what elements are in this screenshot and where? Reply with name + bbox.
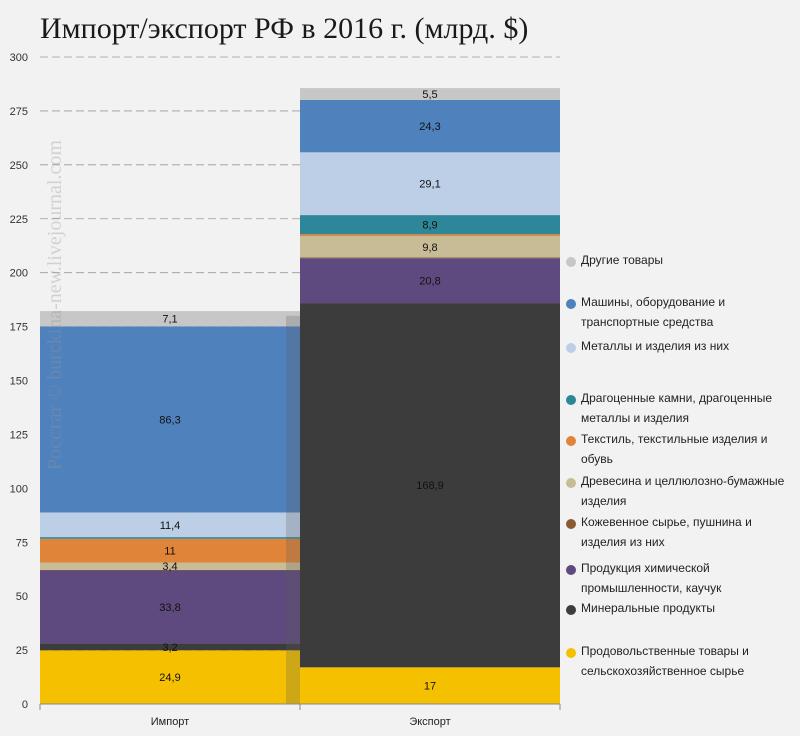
legend-item: Драгоценные камни, драгоценные металлы и… <box>566 391 796 428</box>
data-label: 7,1 <box>162 314 177 326</box>
data-label: 33,8 <box>159 602 180 614</box>
bar-segment <box>40 311 300 327</box>
legend-label: Древесина и целлюлозно-бумажные изделия <box>581 474 785 508</box>
y-tick-label: 200 <box>10 268 28 280</box>
bar-segment <box>40 562 300 570</box>
legend-label: Текстиль, текстильные изделия и обувь <box>581 432 768 466</box>
bar-segment <box>40 512 300 538</box>
legend-swatch <box>566 257 576 267</box>
legend-label: Минеральные продукты <box>581 601 715 615</box>
bar-segment <box>40 537 300 539</box>
legend-swatch <box>566 436 576 446</box>
data-label: 8,9 <box>422 220 437 232</box>
data-label: 20,8 <box>419 276 440 288</box>
bar-segment <box>40 538 300 563</box>
x-tick-label: Экспорт <box>409 716 450 728</box>
y-tick-label: 125 <box>10 429 28 441</box>
legend-swatch <box>566 299 576 309</box>
data-label: 24,3 <box>419 121 440 133</box>
watermark: Росстат © burckina-new.livejournal.com <box>44 140 66 470</box>
legend-item: Текстиль, текстильные изделия и обувь <box>566 432 796 469</box>
bar-segment <box>40 326 300 513</box>
legend-item: Металлы и изделия из них <box>566 339 796 356</box>
y-tick-label: 225 <box>10 214 28 226</box>
legend-swatch <box>566 605 576 615</box>
legend-swatch <box>566 478 576 488</box>
y-tick-label: 50 <box>16 591 28 603</box>
legend-label: Другие товары <box>581 253 664 267</box>
data-label: 11 <box>164 546 175 558</box>
legend-swatch <box>566 565 576 575</box>
legend-swatch <box>566 519 576 529</box>
legend-item: Машины, оборудование и транспортные сред… <box>566 295 796 332</box>
bar-segment <box>300 257 560 259</box>
legend-item: Кожевенное сырье, пушнина и изделия из н… <box>566 515 796 552</box>
legend-label: Драгоценные камни, драгоценные металлы и… <box>581 391 773 425</box>
bar-segment <box>300 667 560 704</box>
y-tick-label: 150 <box>10 376 28 388</box>
data-label: 9,8 <box>422 242 437 254</box>
data-label: 5,5 <box>422 89 437 101</box>
legend-label: Продукция химической промышленности, кау… <box>581 561 722 595</box>
bar-segment <box>300 99 560 153</box>
data-label: 29,1 <box>419 179 440 191</box>
chart-title: Импорт/экспорт РФ в 2016 г. (млрд. $) <box>40 12 529 45</box>
data-label: 168,9 <box>416 480 444 492</box>
y-tick-label: 250 <box>10 160 28 172</box>
data-label: 24,9 <box>159 672 180 684</box>
legend-item: Другие товары <box>566 253 796 270</box>
legend-item: Продукция химической промышленности, кау… <box>566 561 796 598</box>
y-tick-label: 75 <box>16 537 28 549</box>
legend-label: Кожевенное сырье, пушнина и изделия из н… <box>581 515 752 549</box>
y-tick-label: 275 <box>10 106 28 118</box>
legend-label: Машины, оборудование и транспортные сред… <box>581 295 726 329</box>
data-label: 3,4 <box>162 561 177 573</box>
bar-segment <box>300 234 560 237</box>
x-tick-label: Импорт <box>151 716 189 728</box>
bar-segment <box>40 570 300 644</box>
legend-item: Продовольственные товары и сельскохозяйс… <box>566 644 796 681</box>
data-label: 11,4 <box>160 520 181 532</box>
legend-item: Древесина и целлюлозно-бумажные изделия <box>566 474 796 511</box>
bar-segment <box>300 258 560 304</box>
y-tick-label: 100 <box>10 483 28 495</box>
data-label: 86,3 <box>159 414 180 426</box>
bar-segment <box>40 569 300 571</box>
data-label: 17 <box>424 681 436 693</box>
legend-swatch <box>566 395 576 405</box>
bar-divider-shadow <box>286 315 300 704</box>
legend-item: Минеральные продукты <box>566 601 796 618</box>
data-label: 3,2 <box>162 642 177 654</box>
legend-swatch <box>566 343 576 353</box>
bar-segment <box>300 152 560 216</box>
bar-segment <box>300 88 560 100</box>
bar-segment <box>40 650 300 704</box>
bar-segment <box>300 303 560 668</box>
legend-label: Металлы и изделия из них <box>581 339 730 353</box>
y-tick-label: 0 <box>22 699 28 711</box>
y-tick-label: 175 <box>10 322 28 334</box>
legend-label: Продовольственные товары и сельскохозяйс… <box>581 644 749 678</box>
bar-segment <box>300 215 560 235</box>
bar-segment <box>300 236 560 258</box>
y-tick-label: 300 <box>10 52 28 64</box>
legend-swatch <box>566 648 576 658</box>
bar-segment <box>40 643 300 651</box>
y-tick-label: 25 <box>16 645 28 657</box>
